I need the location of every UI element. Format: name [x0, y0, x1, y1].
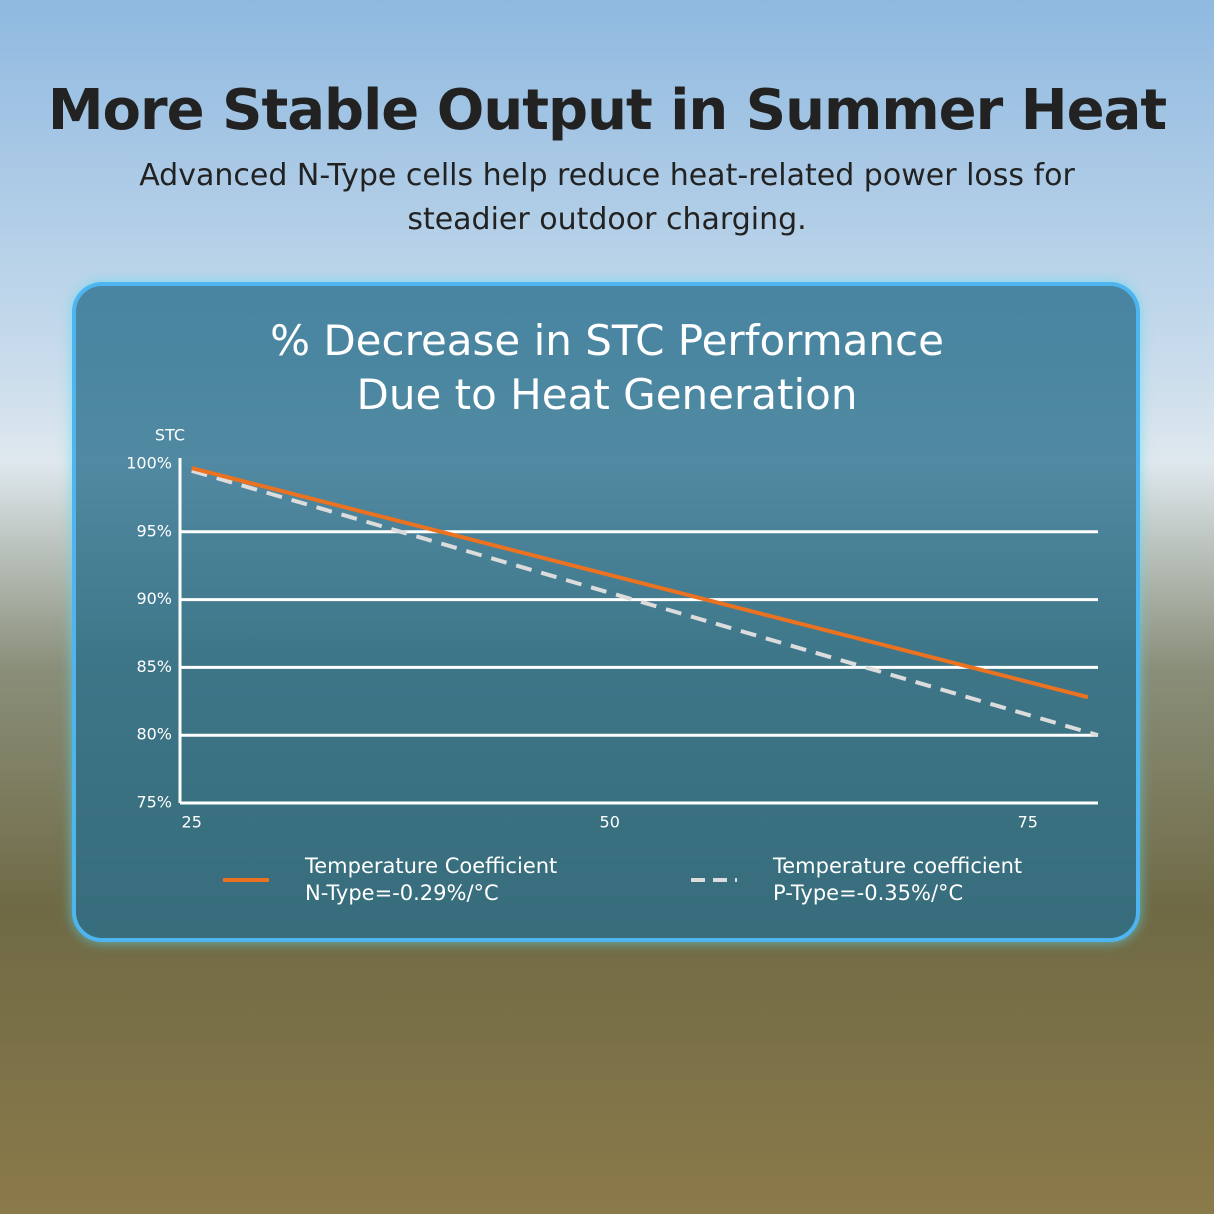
y-tick-label: 90%: [136, 589, 172, 608]
y-tick-label: 95%: [136, 521, 172, 540]
y-tick-label: 100%: [126, 454, 172, 473]
x-tick-label: 50: [600, 813, 620, 832]
legend-label: Temperature Coefficient N-Type=-0.29%/°C: [305, 854, 558, 905]
chart-title: % Decrease in STC Performance Due to Hea…: [270, 316, 944, 419]
series-line: [191, 468, 1099, 738]
headline: More Stable Output in Summer Heat: [47, 78, 1167, 143]
y-tick-label: 75%: [136, 793, 172, 812]
subheadline: Advanced N-Type cells help reduce heat-r…: [139, 158, 1075, 237]
chart-panel: [72, 282, 1140, 942]
series-line: [191, 466, 1089, 700]
y-tick-label: 85%: [136, 657, 172, 676]
x-tick-label: 75: [1018, 813, 1038, 832]
x-tick-label: 25: [182, 813, 202, 832]
y-axis-label: STC: [155, 426, 185, 445]
y-tick-label: 80%: [136, 725, 172, 744]
legend-label: Temperature coefficient P-Type=-0.35%/°C: [773, 854, 1023, 905]
